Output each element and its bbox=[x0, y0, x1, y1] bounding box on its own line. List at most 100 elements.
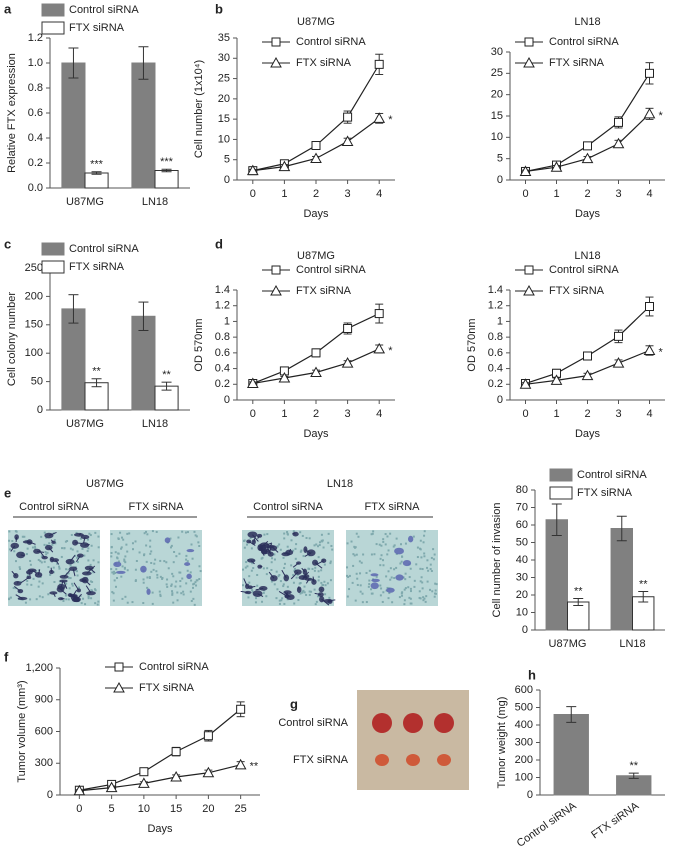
y-axis-label: Tumor weight (mg) bbox=[496, 697, 508, 789]
texture bbox=[435, 583, 438, 586]
x-tick-label: LN18 bbox=[142, 418, 168, 430]
texture bbox=[179, 585, 182, 588]
marker bbox=[645, 302, 654, 311]
bar bbox=[567, 601, 590, 631]
texture bbox=[262, 591, 265, 594]
texture bbox=[407, 586, 410, 589]
texture bbox=[424, 600, 427, 603]
texture bbox=[192, 586, 195, 589]
cell-process bbox=[38, 550, 46, 558]
texture bbox=[330, 544, 333, 547]
texture bbox=[169, 546, 172, 549]
texture bbox=[371, 592, 374, 595]
texture bbox=[31, 546, 34, 549]
texture bbox=[193, 582, 196, 585]
texture bbox=[154, 558, 157, 561]
y-tick-label: 0.6 bbox=[28, 107, 43, 119]
texture bbox=[123, 566, 126, 569]
texture bbox=[71, 548, 74, 551]
y-axis-label: OD 570nm bbox=[466, 318, 478, 371]
texture bbox=[150, 550, 153, 553]
y-tick-label: 40 bbox=[516, 554, 528, 566]
texture bbox=[94, 589, 97, 592]
texture bbox=[351, 581, 354, 584]
texture bbox=[293, 569, 296, 572]
texture bbox=[76, 574, 79, 577]
texture bbox=[299, 531, 302, 534]
texture bbox=[124, 555, 127, 558]
x-tick-label: 5 bbox=[109, 803, 115, 815]
texture bbox=[12, 586, 15, 589]
texture bbox=[114, 572, 117, 575]
texture bbox=[123, 559, 126, 562]
y-tick-label: 0.2 bbox=[215, 378, 230, 390]
marker bbox=[246, 164, 259, 176]
cell-process bbox=[20, 554, 25, 557]
texture bbox=[69, 577, 72, 580]
texture bbox=[275, 597, 278, 600]
texture bbox=[30, 583, 33, 586]
texture bbox=[87, 559, 90, 562]
texture bbox=[323, 563, 326, 566]
texture bbox=[271, 557, 274, 560]
cell-process bbox=[250, 560, 255, 565]
texture bbox=[270, 580, 273, 583]
legend-label: Control siRNA bbox=[69, 4, 139, 16]
texture bbox=[65, 568, 68, 571]
texture bbox=[117, 552, 120, 555]
texture bbox=[393, 568, 396, 571]
texture bbox=[29, 563, 32, 566]
texture bbox=[84, 603, 87, 606]
y-tick-label: 100 bbox=[515, 771, 533, 783]
marker bbox=[138, 777, 150, 788]
texture bbox=[298, 582, 301, 585]
texture bbox=[421, 581, 424, 584]
texture bbox=[113, 570, 116, 573]
significance-label: * bbox=[659, 110, 664, 122]
texture bbox=[432, 548, 435, 551]
texture bbox=[327, 532, 330, 535]
texture bbox=[375, 575, 378, 578]
texture bbox=[370, 553, 373, 556]
texture bbox=[161, 576, 164, 579]
texture bbox=[355, 532, 358, 535]
y-tick-label: 80 bbox=[516, 484, 528, 496]
texture bbox=[189, 571, 192, 574]
cell bbox=[386, 587, 395, 593]
texture bbox=[116, 556, 119, 559]
row-label: Control siRNA bbox=[278, 717, 348, 729]
texture bbox=[83, 554, 86, 557]
cell-process bbox=[72, 568, 76, 577]
texture bbox=[111, 591, 114, 594]
y-tick-label: 30 bbox=[491, 46, 503, 58]
texture bbox=[194, 581, 197, 584]
texture bbox=[422, 596, 425, 599]
marker bbox=[612, 357, 625, 368]
texture bbox=[97, 561, 100, 564]
texture bbox=[352, 564, 355, 567]
x-tick-label: 3 bbox=[345, 408, 351, 420]
cell-process bbox=[20, 577, 30, 584]
x-tick-label: U87MG bbox=[66, 196, 104, 208]
legend-marker bbox=[270, 56, 282, 68]
bar bbox=[610, 528, 633, 631]
texture bbox=[283, 537, 286, 540]
cell bbox=[394, 547, 405, 555]
texture bbox=[434, 589, 437, 592]
texture bbox=[132, 548, 135, 551]
texture bbox=[184, 531, 187, 534]
legend-label: Control siRNA bbox=[296, 36, 366, 48]
texture bbox=[67, 598, 70, 601]
texture bbox=[310, 590, 313, 593]
y-axis-label: Tumor volume (mm³) bbox=[16, 680, 28, 782]
texture bbox=[70, 533, 73, 536]
texture bbox=[352, 553, 355, 556]
texture bbox=[360, 561, 363, 564]
x-tick-label: 2 bbox=[313, 408, 319, 420]
texture bbox=[293, 602, 296, 605]
marker bbox=[310, 152, 322, 163]
texture bbox=[423, 597, 426, 600]
texture bbox=[60, 555, 63, 558]
texture bbox=[423, 555, 426, 558]
